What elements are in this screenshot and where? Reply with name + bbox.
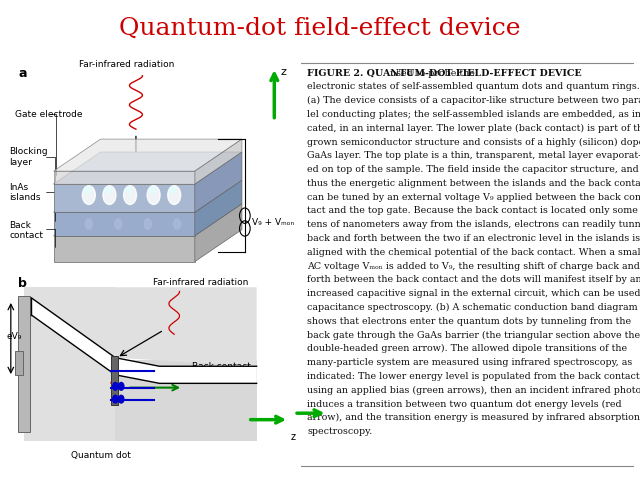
Circle shape	[103, 186, 116, 204]
Circle shape	[113, 383, 118, 390]
Circle shape	[115, 219, 122, 229]
Polygon shape	[195, 180, 242, 236]
Text: InAs
islands: InAs islands	[10, 183, 41, 202]
Text: thus the energetic alignment between the islands and the back contact,: thus the energetic alignment between the…	[307, 179, 640, 188]
Text: b: b	[18, 276, 27, 289]
Polygon shape	[31, 287, 257, 366]
Text: back and forth between the two if an electronic level in the islands is: back and forth between the two if an ele…	[307, 234, 640, 243]
Polygon shape	[195, 152, 242, 212]
Text: spectroscopy.: spectroscopy.	[307, 427, 372, 436]
Text: V₉ + Vₘₒₙ: V₉ + Vₘₒₙ	[252, 217, 294, 227]
Text: Far-infrared radiation: Far-infrared radiation	[79, 60, 175, 69]
Text: Blocking
layer: Blocking layer	[10, 147, 48, 167]
Text: can be tuned by an external voltage V₉ applied between the back con-: can be tuned by an external voltage V₉ a…	[307, 192, 640, 202]
Text: many-particle system are measured using infrared spectroscopy, as: many-particle system are measured using …	[307, 358, 633, 367]
Circle shape	[113, 396, 118, 403]
Text: Back contact: Back contact	[192, 362, 251, 371]
Polygon shape	[54, 236, 195, 262]
Text: GaAs layer. The top plate is a thin, transparent, metal layer evaporat-: GaAs layer. The top plate is a thin, tra…	[307, 151, 640, 160]
Text: Far-infrared radiation: Far-infrared radiation	[153, 278, 248, 287]
Polygon shape	[54, 184, 195, 212]
Circle shape	[85, 187, 90, 193]
Text: (a) The device consists of a capacitor-like structure between two paral-: (a) The device consists of a capacitor-l…	[307, 96, 640, 105]
Circle shape	[118, 396, 124, 403]
Text: back gate through the GaAs barrier (the triangular section above the: back gate through the GaAs barrier (the …	[307, 331, 640, 340]
Circle shape	[127, 187, 131, 193]
Bar	[15, 351, 22, 375]
Text: tact and the top gate. Because the back contact is located only some: tact and the top gate. Because the back …	[307, 206, 638, 216]
Text: capacitance spectroscopy. (b) A schematic conduction band diagram: capacitance spectroscopy. (b) A schemati…	[307, 303, 638, 312]
Text: AC voltage Vₘₒₙ is added to V₉, the resulting shift of charge back and: AC voltage Vₘₒₙ is added to V₉, the resu…	[307, 262, 640, 271]
Polygon shape	[54, 139, 242, 171]
Text: Back
contact: Back contact	[10, 221, 44, 240]
Polygon shape	[115, 360, 257, 441]
Text: forth between the back contact and the dots will manifest itself by an: forth between the back contact and the d…	[307, 276, 640, 284]
Circle shape	[83, 186, 95, 204]
Polygon shape	[54, 212, 195, 236]
Text: used to probe the: used to probe the	[387, 69, 474, 78]
Text: using an applied bias (green arrows), then an incident infrared photon: using an applied bias (green arrows), th…	[307, 385, 640, 395]
Bar	[111, 356, 118, 405]
Text: lel conducting plates; the self-assembled islands are embedded, as indi-: lel conducting plates; the self-assemble…	[307, 110, 640, 119]
Text: arrow), and the transition energy is measured by infrared absorption: arrow), and the transition energy is mea…	[307, 413, 640, 422]
Text: FIGURE 2. QUANTUM-DOT FIELD-EFFECT DEVICE: FIGURE 2. QUANTUM-DOT FIELD-EFFECT DEVIC…	[307, 69, 582, 78]
Circle shape	[168, 186, 180, 204]
Polygon shape	[195, 204, 242, 262]
Polygon shape	[54, 204, 242, 236]
Polygon shape	[54, 152, 242, 184]
Circle shape	[118, 383, 124, 390]
Polygon shape	[31, 298, 257, 384]
Text: Gate electrode: Gate electrode	[15, 110, 83, 119]
Text: z: z	[280, 67, 286, 77]
Text: indicated: The lower energy level is populated from the back contact: indicated: The lower energy level is pop…	[307, 372, 640, 381]
Text: tens of nanometers away from the islands, electrons can readily tunnel: tens of nanometers away from the islands…	[307, 220, 640, 229]
Text: grown semiconductor structure and consists of a highly (silicon) doped: grown semiconductor structure and consis…	[307, 138, 640, 147]
Circle shape	[106, 187, 110, 193]
Polygon shape	[195, 139, 242, 184]
Text: ed on top of the sample. The field inside the capacitor structure, and: ed on top of the sample. The field insid…	[307, 165, 639, 174]
Text: aligned with the chemical potential of the back contact. When a small: aligned with the chemical potential of t…	[307, 248, 640, 257]
Text: z: z	[291, 432, 296, 443]
Text: induces a transition between two quantum dot energy levels (red: induces a transition between two quantum…	[307, 399, 622, 408]
Circle shape	[150, 187, 154, 193]
Text: cated, in an internal layer. The lower plate (back contact) is part of the: cated, in an internal layer. The lower p…	[307, 124, 640, 133]
Polygon shape	[24, 287, 115, 441]
Circle shape	[171, 187, 175, 193]
Text: eV₉: eV₉	[6, 332, 22, 341]
Circle shape	[85, 219, 92, 229]
Text: a: a	[18, 67, 27, 80]
Text: Quantum dot: Quantum dot	[70, 451, 131, 460]
Text: electronic states of self-assembled quantum dots and quantum rings.: electronic states of self-assembled quan…	[307, 83, 640, 92]
Text: shows that electrons enter the quantum dots by tunneling from the: shows that electrons enter the quantum d…	[307, 317, 632, 326]
Text: increased capacitive signal in the external circuit, which can be used for: increased capacitive signal in the exter…	[307, 289, 640, 298]
Polygon shape	[54, 180, 242, 212]
Circle shape	[147, 186, 160, 204]
Circle shape	[124, 186, 136, 204]
Bar	[18, 296, 30, 432]
Circle shape	[173, 219, 180, 229]
Polygon shape	[54, 171, 195, 184]
Text: double-headed green arrow). The allowed dipole transitions of the: double-headed green arrow). The allowed …	[307, 344, 628, 353]
Text: Quantum-dot field-effect device: Quantum-dot field-effect device	[119, 17, 521, 40]
Circle shape	[144, 219, 151, 229]
